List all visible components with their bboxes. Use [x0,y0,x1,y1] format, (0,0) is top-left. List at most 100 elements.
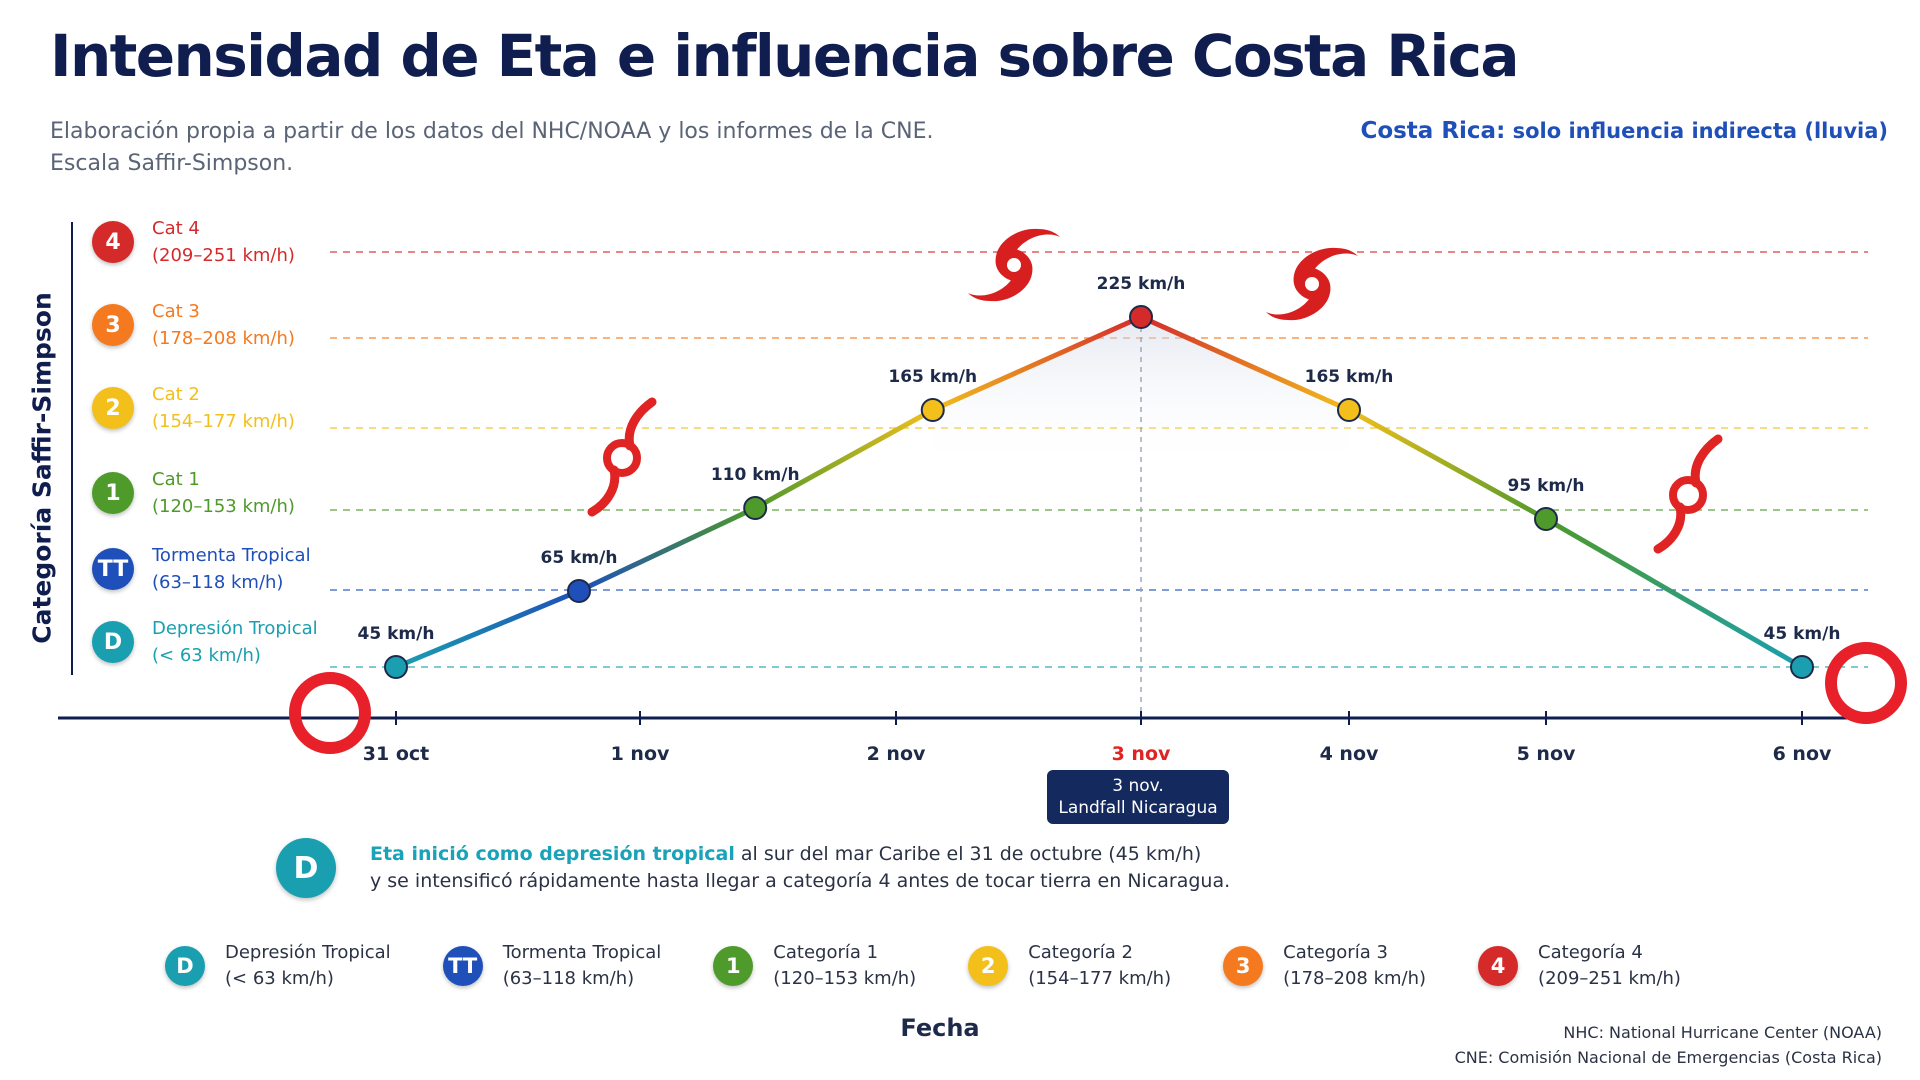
category-label-text: Cat 4 (209–251 km/h) [152,215,295,269]
category-label-tt: TT Tormenta Tropical (63–118 km/h) [92,541,311,597]
legend-item: D Depresión Tropical (< 63 km/h) [165,940,391,992]
legend-item: TT Tormenta Tropical (63–118 km/h) [442,940,661,992]
legend-range: (154–177 km/h) [1028,968,1172,989]
landfall-annotation: 3 nov. Landfall Nicaragua [1047,770,1229,824]
data-label: 165 km/h [888,367,977,387]
y-axis-label: Categoría Saffir-Simpson [27,292,57,644]
peak-area [932,317,1349,470]
legend-range: (< 63 km/h) [225,968,334,989]
legend-text: Depresión Tropical (< 63 km/h) [225,940,391,992]
data-label: 65 km/h [541,548,618,568]
legend-name: Categoría 1 [773,942,879,963]
legend-text: Categoría 1 (120–153 km/h) [773,940,916,992]
category-badge-icon: TT [92,548,134,590]
x-ticks: 31 oct 1 nov 2 nov 3 nov 4 nov 5 nov 6 nov [363,711,1832,765]
legend: D Depresión Tropical (< 63 km/h) TT Tormenta… [165,940,1681,992]
line-segment [930,314,1144,413]
legend-text: Categoría 2 (154–177 km/h) [1028,940,1171,992]
data-point [384,655,408,679]
category-label-4: 4 Cat 4 (209–251 km/h) [92,214,295,270]
category-range: (154–177 km/h) [152,411,295,432]
line-segment [1543,516,1805,670]
category-badge-icon: 2 [92,387,134,429]
category-label-text: Depresión Tropical (< 63 km/h) [152,615,318,669]
costa-rica-note-strong: Costa Rica: [1360,118,1506,144]
legend-name: Categoría 4 [1538,942,1643,963]
data-label: 225 km/h [1097,274,1186,294]
costa-rica-note: Costa Rica: solo influencia indirecta (l… [1360,118,1888,144]
legend-badge-icon: TT [442,946,483,986]
low-pressure-icon [289,672,371,754]
subtitle-line-1: Elaboración propia a partir de los datos… [50,119,934,144]
category-name: Cat 3 [152,301,200,322]
x-axis-label: Fecha [900,1014,980,1042]
data-point [1790,655,1814,679]
source-nhc: NHC: National Hurricane Center (NOAA) [1563,1023,1882,1042]
data-point [1337,398,1361,422]
subtitle: Elaboración propia a partir de los datos… [50,116,933,180]
legend-range: (178–208 km/h) [1283,968,1427,989]
origin-note-text: Eta inició como depresión tropical al su… [370,841,1230,895]
origin-note: D Eta inició como depresión tropical al … [276,838,1230,898]
category-label-1: 1 Cat 1 (120–153 km/h) [92,465,295,521]
line-segment [752,407,936,511]
legend-range: (63–118 km/h) [502,968,635,989]
x-tick-label: 5 nov [1517,743,1576,765]
data-point [1534,507,1558,531]
data-label: 45 km/h [358,624,435,644]
x-tick-label: 4 nov [1320,743,1379,765]
sources: NHC: National Hurricane Center (NOAA) CN… [1455,1020,1882,1070]
data-label: 45 km/h [1764,624,1841,644]
origin-note-highlight: Eta inició como depresión tropical [370,843,735,865]
category-badge-icon: D [92,621,134,663]
hurricane-icon [1266,247,1358,321]
legend-range: (120–153 km/h) [773,968,917,989]
legend-range: (209–251 km/h) [1538,968,1681,989]
data-point [1129,305,1153,329]
category-range: (209–251 km/h) [152,245,295,266]
origin-note-line-2: y se intensificó rápidamente hasta llega… [370,870,1231,892]
origin-note-line-1: al sur del mar Caribe el 31 de octubre (… [734,843,1202,865]
data-point [743,496,768,520]
category-range: (63–118 km/h) [152,572,284,593]
intensity-line [393,314,1805,670]
x-tick-label: 6 nov [1773,743,1832,765]
category-badge-icon: 3 [92,304,134,346]
costa-rica-note-rest: solo influencia indirecta (lluvia) [1505,119,1888,143]
legend-badge-icon: 1 [713,946,754,986]
category-label-d: D Depresión Tropical (< 63 km/h) [92,614,318,670]
legend-badge-icon: 3 [1223,946,1264,986]
category-label-text: Cat 3 (178–208 km/h) [152,298,295,352]
data-labels: 45 km/h 65 km/h 110 km/h 165 km/h 225 km/h 16… [358,274,1841,644]
category-range: (120–153 km/h) [152,496,295,517]
landfall-line-1: 3 nov. [1112,776,1164,796]
legend-text: Categoría 3 (178–208 km/h) [1283,940,1426,992]
depression-badge-icon: D [276,838,336,898]
category-name: Cat 1 [152,469,200,490]
category-label-3: 3 Cat 3 (178–208 km/h) [92,297,295,353]
legend-name: Depresión Tropical [225,942,391,963]
legend-name: Categoría 2 [1028,942,1133,963]
data-label: 165 km/h [1305,367,1394,387]
line-segment [393,588,582,670]
legend-item: 2 Categoría 2 (154–177 km/h) [968,940,1171,992]
category-name: Cat 4 [152,218,200,239]
peak-shade [932,317,1349,718]
legend-item: 4 Categoría 4 (209–251 km/h) [1478,940,1681,992]
data-label: 95 km/h [1508,476,1585,496]
tropical-storm-icon [587,397,657,517]
x-tick-label: 2 nov [867,743,926,765]
data-point [920,398,945,422]
legend-text: Categoría 4 (209–251 km/h) [1538,940,1681,992]
low-pressure-icon [1825,642,1907,724]
data-point [567,579,591,603]
line-segment [1138,314,1352,413]
category-label-text: Tormenta Tropical (63–118 km/h) [152,542,311,596]
hurricane-icon [968,228,1060,302]
legend-name: Categoría 3 [1283,942,1388,963]
data-label: 110 km/h [711,465,800,485]
x-tick-label: 1 nov [611,743,670,765]
legend-badge-icon: D [165,946,205,986]
tropical-storm-icon [1653,434,1723,554]
